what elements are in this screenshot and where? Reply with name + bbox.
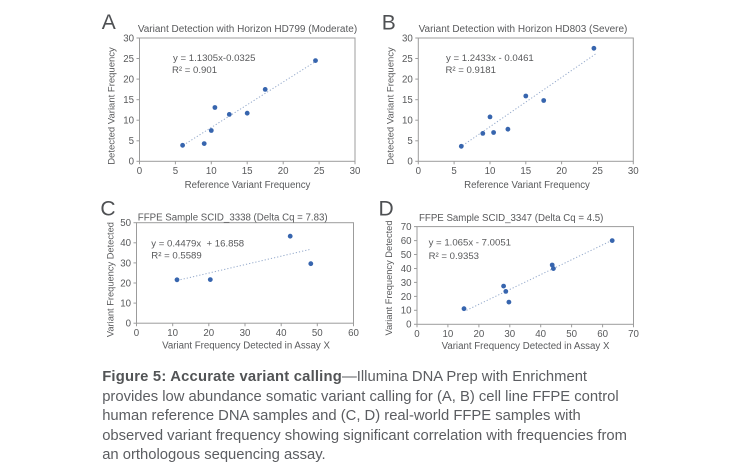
svg-text:0: 0 <box>414 329 420 340</box>
svg-text:0: 0 <box>129 157 135 168</box>
svg-text:15: 15 <box>242 166 253 177</box>
svg-text:Variant Frequency Detected in: Variant Frequency Detected in Assay X <box>162 341 330 352</box>
svg-text:60: 60 <box>597 329 608 340</box>
svg-text:5: 5 <box>407 136 412 147</box>
svg-text:y = 1.1305x-0.0325: y = 1.1305x-0.0325 <box>173 53 255 64</box>
svg-text:20: 20 <box>278 166 289 177</box>
svg-text:Variant Detection with Horizon: Variant Detection with Horizon HD803 (Se… <box>419 24 628 35</box>
svg-text:15: 15 <box>123 95 134 106</box>
svg-text:25: 25 <box>123 54 134 65</box>
svg-text:0: 0 <box>126 319 132 330</box>
svg-text:R² = 0.5589: R² = 0.5589 <box>151 251 201 262</box>
svg-text:15: 15 <box>520 166 531 177</box>
svg-text:Variant Frequency Detected in: Variant Frequency Detected in Assay X <box>442 341 610 352</box>
svg-text:5: 5 <box>451 166 456 177</box>
svg-text:A: A <box>102 11 116 34</box>
svg-text:0: 0 <box>407 157 413 168</box>
svg-text:10: 10 <box>402 116 413 127</box>
svg-text:30: 30 <box>350 166 361 177</box>
svg-text:30: 30 <box>504 329 515 340</box>
svg-text:20: 20 <box>556 166 567 177</box>
svg-text:20: 20 <box>203 328 214 339</box>
svg-text:70: 70 <box>628 329 639 340</box>
svg-text:25: 25 <box>592 166 603 177</box>
svg-text:R² = 0.9353: R² = 0.9353 <box>429 251 479 262</box>
svg-text:0: 0 <box>137 166 143 177</box>
svg-text:10: 10 <box>206 166 217 177</box>
svg-text:B: B <box>382 12 396 35</box>
svg-text:20: 20 <box>401 292 412 303</box>
svg-text:Reference Variant Frequency: Reference Variant Frequency <box>185 180 311 191</box>
svg-text:0: 0 <box>134 328 140 339</box>
svg-text:10: 10 <box>167 328 178 339</box>
svg-text:30: 30 <box>628 166 639 177</box>
svg-text:30: 30 <box>240 328 251 339</box>
svg-text:Detected Variant Frequency: Detected Variant Frequency <box>107 47 118 165</box>
svg-text:20: 20 <box>120 278 131 289</box>
svg-text:40: 40 <box>276 328 287 339</box>
svg-text:R² = 0.9181: R² = 0.9181 <box>446 65 496 76</box>
svg-text:40: 40 <box>535 329 546 340</box>
svg-text:10: 10 <box>401 306 412 317</box>
svg-text:0: 0 <box>406 320 412 331</box>
svg-text:50: 50 <box>120 218 131 229</box>
svg-text:y = 1.065x - 7.0051: y = 1.065x - 7.0051 <box>429 238 511 249</box>
svg-text:D: D <box>379 198 394 221</box>
svg-text:30: 30 <box>402 33 413 44</box>
svg-text:20: 20 <box>474 329 485 340</box>
svg-text:y = 0.4479x + 16.858: y = 0.4479x + 16.858 <box>151 238 244 249</box>
svg-text:C: C <box>100 198 115 221</box>
svg-text:70: 70 <box>401 222 412 233</box>
svg-text:5: 5 <box>173 166 178 177</box>
svg-text:R² = 0.901: R² = 0.901 <box>172 65 217 76</box>
svg-text:30: 30 <box>123 33 134 44</box>
svg-text:Reference Variant Frequency: Reference Variant Frequency <box>464 180 590 191</box>
svg-text:25: 25 <box>314 166 325 177</box>
svg-text:10: 10 <box>123 116 134 127</box>
svg-text:50: 50 <box>401 250 412 261</box>
svg-text:Variant Detection with Horizon: Variant Detection with Horizon HD799 (Mo… <box>138 24 357 35</box>
svg-text:50: 50 <box>566 329 577 340</box>
svg-text:40: 40 <box>120 238 131 249</box>
svg-text:60: 60 <box>348 328 359 339</box>
svg-text:20: 20 <box>123 75 134 86</box>
svg-text:15: 15 <box>402 95 413 106</box>
svg-text:25: 25 <box>402 54 413 65</box>
svg-text:40: 40 <box>401 264 412 275</box>
svg-text:Detected Variant Frequency: Detected Variant Frequency <box>385 47 396 165</box>
svg-text:10: 10 <box>485 166 496 177</box>
svg-text:10: 10 <box>120 299 131 310</box>
svg-text:60: 60 <box>401 236 412 247</box>
svg-text:FFPE Sample SCID_3338 (Delta C: FFPE Sample SCID_3338 (Delta Cq = 7.83) <box>138 212 328 223</box>
svg-text:30: 30 <box>120 258 131 269</box>
svg-text:FFPE Sample SCID_3347 (Delta C: FFPE Sample SCID_3347 (Delta Cq = 4.5) <box>419 213 603 224</box>
svg-text:Variant Frequency Detected: Variant Frequency Detected <box>105 222 115 337</box>
svg-text:10: 10 <box>443 329 454 340</box>
svg-text:Variant Frequency Detected: Variant Frequency Detected <box>384 220 394 335</box>
svg-text:20: 20 <box>402 75 413 86</box>
svg-text:y = 1.2433x - 0.0461: y = 1.2433x - 0.0461 <box>446 53 534 64</box>
svg-text:30: 30 <box>401 278 412 289</box>
svg-text:50: 50 <box>312 328 323 339</box>
svg-text:0: 0 <box>416 166 422 177</box>
svg-text:5: 5 <box>129 136 134 147</box>
